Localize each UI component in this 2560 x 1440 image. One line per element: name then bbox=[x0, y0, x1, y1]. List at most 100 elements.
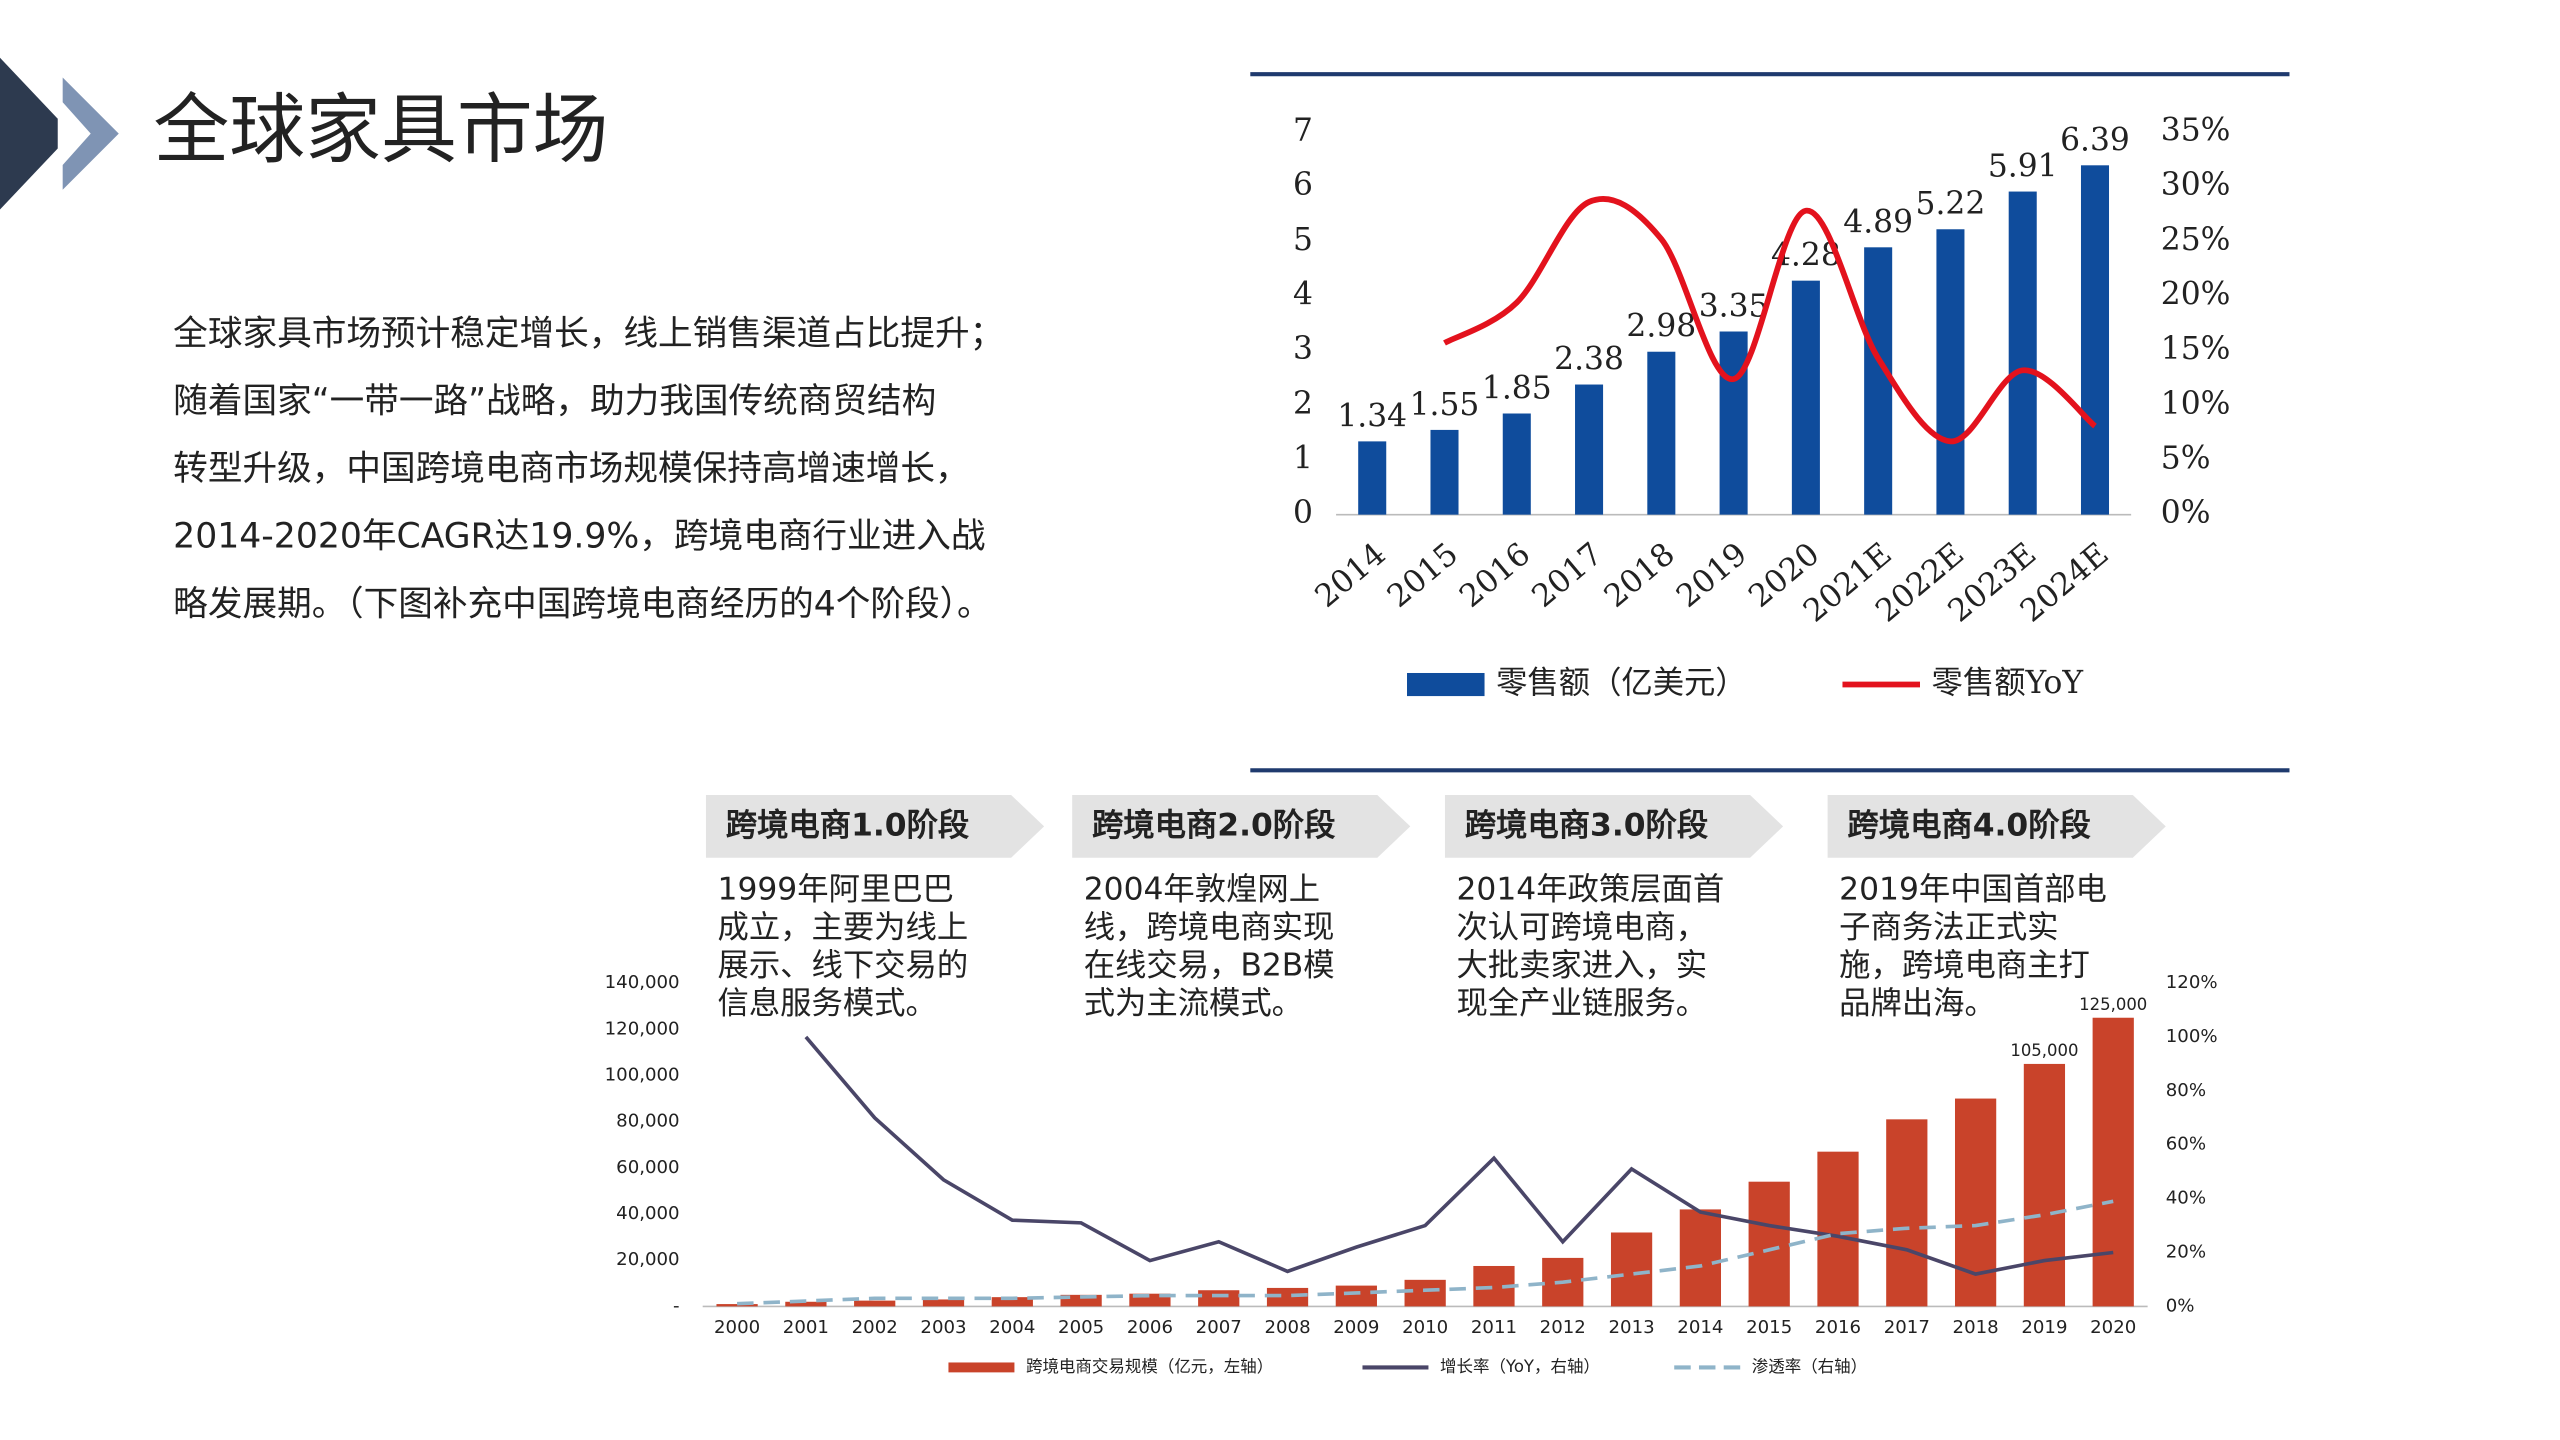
stage-text: 线，跨境电商实现 bbox=[1084, 910, 1335, 946]
y2-tick-label: 35% bbox=[2161, 112, 2231, 148]
x-tick-label: 2018 bbox=[1953, 1317, 1999, 1338]
x-tick-label: 2002 bbox=[852, 1317, 898, 1338]
y-tick-label: 6 bbox=[1293, 167, 1313, 203]
paragraph-line: 转型升级，中国跨境电商市场规模保持高增速增长， bbox=[173, 449, 969, 489]
line bbox=[1443, 196, 2097, 445]
bar bbox=[785, 1301, 827, 1307]
y2-tick-label: 80% bbox=[2166, 1080, 2206, 1101]
stage-text: 现全产业链服务。 bbox=[1456, 986, 1707, 1022]
x-tick-label: 2015 bbox=[1381, 536, 1465, 615]
bar bbox=[2023, 1063, 2066, 1307]
x-tick-label: 2011 bbox=[1471, 1317, 1517, 1338]
x-tick-label: 2007 bbox=[1196, 1317, 1242, 1338]
legend-label: 增长率（YoY，右轴） bbox=[1440, 1357, 1600, 1376]
y-tick-label: 40,000 bbox=[616, 1203, 679, 1224]
bar bbox=[854, 1300, 896, 1307]
stages: 跨境电商1.0阶段 1999年阿里巴巴成立，主要为线上展示、线下交易的信息服务模式… bbox=[705, 795, 2166, 1022]
stage-text: 2019年中国首部电 bbox=[1839, 872, 2107, 908]
legend-label: 零售额（亿美元） bbox=[1496, 665, 1747, 701]
y-tick-label: 80,000 bbox=[616, 1111, 679, 1132]
legend-label: 零售额YoY bbox=[1932, 665, 2084, 701]
y-tick-label: 1 bbox=[1293, 440, 1313, 476]
y2-tick-label: 0% bbox=[2161, 495, 2211, 531]
slide-title: 全球家具市场 bbox=[153, 86, 608, 174]
stage-text: 次认可跨境电商， bbox=[1456, 910, 1707, 946]
y2-tick-label: 5% bbox=[2161, 440, 2211, 476]
bar bbox=[1502, 413, 1531, 515]
x-tick-label: 2018 bbox=[1598, 536, 1682, 615]
y2-tick-label: 0% bbox=[2166, 1295, 2195, 1316]
stage-text: 大批卖家进入，实 bbox=[1456, 948, 1707, 984]
bar bbox=[1719, 331, 1748, 515]
y-tick-label: 4 bbox=[1293, 276, 1313, 312]
bar bbox=[922, 1299, 965, 1307]
y2-tick-label: 15% bbox=[2161, 331, 2231, 367]
paragraph-line: 略发展期。（下图补充中国跨境电商经历的4个阶段）。 bbox=[173, 584, 991, 624]
stage-text: 1999年阿里巴巴 bbox=[718, 872, 954, 908]
x-tick-label: 2013 bbox=[1609, 1317, 1655, 1338]
y-tick-label: 20,000 bbox=[616, 1249, 679, 1270]
data-label: 1.55 bbox=[1410, 387, 1480, 423]
bar bbox=[1404, 1279, 1446, 1307]
stage-title: 跨境电商2.0阶段 bbox=[1092, 806, 1336, 843]
x-tick-label: 2020 bbox=[2090, 1317, 2136, 1338]
y2-tick-label: 20% bbox=[2166, 1242, 2206, 1263]
bar bbox=[2092, 1017, 2134, 1307]
bar bbox=[1679, 1209, 1722, 1307]
y-tick-label: 120,000 bbox=[605, 1018, 680, 1039]
x-tick-label: 2016 bbox=[1815, 1317, 1861, 1338]
bar bbox=[1936, 229, 1965, 515]
stage-arrow bbox=[1444, 795, 1784, 858]
data-label: 125,000 bbox=[2079, 995, 2147, 1014]
data-label: 6.39 bbox=[2060, 122, 2130, 158]
bar bbox=[2008, 191, 2037, 515]
paragraph-line: 随着国家“一带一路”战略，助力我国传统商贸结构 bbox=[173, 381, 936, 421]
stage-arrow bbox=[1072, 795, 1411, 858]
x-tick-label: 2017 bbox=[1884, 1317, 1930, 1338]
x-tick-label: 2004 bbox=[989, 1317, 1035, 1338]
stage-text: 子商务法正式实 bbox=[1839, 910, 2058, 946]
x-tick-label: 2019 bbox=[2021, 1317, 2067, 1338]
bar bbox=[1748, 1181, 1790, 1307]
chart: - 20,000 40,000 60,000 80,000 100,000 120,000 1… bbox=[605, 972, 2218, 1376]
y2-tick-label: 25% bbox=[2161, 222, 2231, 258]
bar bbox=[1430, 429, 1459, 515]
decoration bbox=[0, 98, 37, 169]
stage-text: 施，跨境电商主打 bbox=[1839, 948, 2090, 984]
x-tick-label: 2012 bbox=[1540, 1317, 1586, 1338]
x-tick-label: 2009 bbox=[1333, 1317, 1379, 1338]
data-label: 5.22 bbox=[1916, 186, 1986, 222]
data-label: 3.35 bbox=[1699, 288, 1769, 324]
bar bbox=[1358, 441, 1387, 515]
data-label: 5.91 bbox=[1988, 149, 2058, 185]
stage-arrow bbox=[1827, 795, 2166, 858]
y-tick-label: - bbox=[673, 1295, 680, 1316]
y-tick-label: 7 bbox=[1293, 112, 1313, 148]
bar bbox=[1335, 1285, 1377, 1307]
paragraph-line: 2014-2020年CAGR达19.9%，跨境电商行业进入战 bbox=[173, 517, 985, 557]
stage-title: 跨境电商3.0阶段 bbox=[1465, 806, 1709, 843]
y-tick-label: 5 bbox=[1293, 222, 1313, 258]
bar bbox=[1610, 1232, 1653, 1307]
x-tick-label: 2014 bbox=[1677, 1317, 1723, 1338]
y2-tick-label: 30% bbox=[2161, 167, 2231, 203]
chart: 012345670%5%10%15%20%25%30%35%2014201520… bbox=[1293, 112, 2230, 701]
bar bbox=[991, 1297, 1033, 1307]
bar bbox=[1647, 351, 1676, 515]
bar bbox=[1198, 1290, 1240, 1307]
x-tick-label: 2000 bbox=[714, 1317, 760, 1338]
stage-arrow bbox=[705, 795, 1045, 858]
legend-swatch bbox=[1407, 672, 1485, 697]
bar bbox=[1886, 1119, 1928, 1307]
y2-tick-label: 60% bbox=[2166, 1134, 2206, 1155]
bar bbox=[1266, 1287, 1309, 1307]
stage-text: 信息服务模式。 bbox=[718, 986, 937, 1022]
data-label: 1.85 bbox=[1482, 370, 1552, 406]
paragraph: 全球家具市场预计稳定增长，线上销售渠道占比提升； 随着国家“一带一路”战略，助力我… bbox=[173, 314, 1004, 625]
x-tick-label: 2006 bbox=[1127, 1317, 1173, 1338]
y-tick-label: 3 bbox=[1293, 331, 1313, 367]
data-label: 4.89 bbox=[1843, 204, 1913, 240]
y-tick-label: 60,000 bbox=[616, 1157, 679, 1178]
